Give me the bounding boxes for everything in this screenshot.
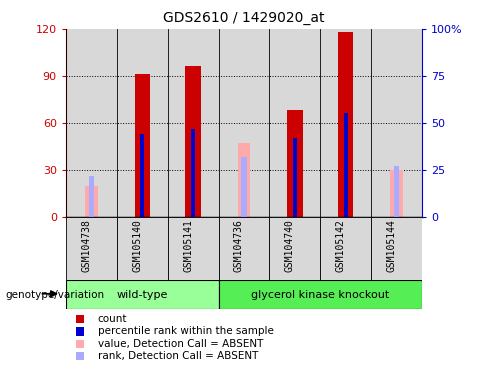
Bar [168, 29, 219, 217]
Bar [89, 175, 94, 217]
Text: wild-type: wild-type [117, 290, 168, 300]
Text: count: count [98, 314, 127, 324]
Text: GSM104740: GSM104740 [285, 219, 295, 272]
Text: GSM105144: GSM105144 [386, 219, 397, 272]
Bar [238, 143, 250, 217]
Text: rank, Detection Call = ABSENT: rank, Detection Call = ABSENT [98, 351, 258, 361]
Bar [219, 217, 269, 280]
Bar [269, 217, 320, 280]
Bar [141, 134, 144, 217]
Bar [344, 114, 347, 217]
Text: GSM104738: GSM104738 [81, 219, 91, 272]
Bar [320, 29, 371, 217]
Title: GDS2610 / 1429020_at: GDS2610 / 1429020_at [163, 11, 325, 25]
Bar [219, 29, 269, 217]
Text: GSM104736: GSM104736 [234, 219, 244, 272]
Bar [371, 217, 422, 280]
Bar [66, 280, 219, 309]
Bar [66, 217, 117, 280]
Bar [390, 170, 403, 217]
Bar [135, 74, 150, 217]
Text: GSM105142: GSM105142 [336, 219, 346, 272]
Bar [191, 129, 195, 217]
Text: percentile rank within the sample: percentile rank within the sample [98, 326, 273, 336]
Bar [338, 32, 353, 217]
Bar [66, 29, 117, 217]
Bar [371, 29, 422, 217]
Bar [219, 280, 422, 309]
Bar [320, 217, 371, 280]
Text: value, Detection Call = ABSENT: value, Detection Call = ABSENT [98, 339, 263, 349]
Bar [117, 29, 168, 217]
Bar [269, 29, 320, 217]
Bar [117, 217, 168, 280]
Bar [185, 66, 201, 217]
Bar [394, 166, 399, 217]
Bar [293, 138, 297, 217]
Bar [287, 110, 303, 217]
Text: GSM105141: GSM105141 [183, 219, 193, 272]
Text: GSM105140: GSM105140 [132, 219, 142, 272]
Text: genotype/variation: genotype/variation [5, 290, 104, 300]
Text: glycerol kinase knockout: glycerol kinase knockout [251, 290, 389, 300]
Bar [242, 157, 246, 217]
Bar [85, 185, 98, 217]
Bar [168, 217, 219, 280]
